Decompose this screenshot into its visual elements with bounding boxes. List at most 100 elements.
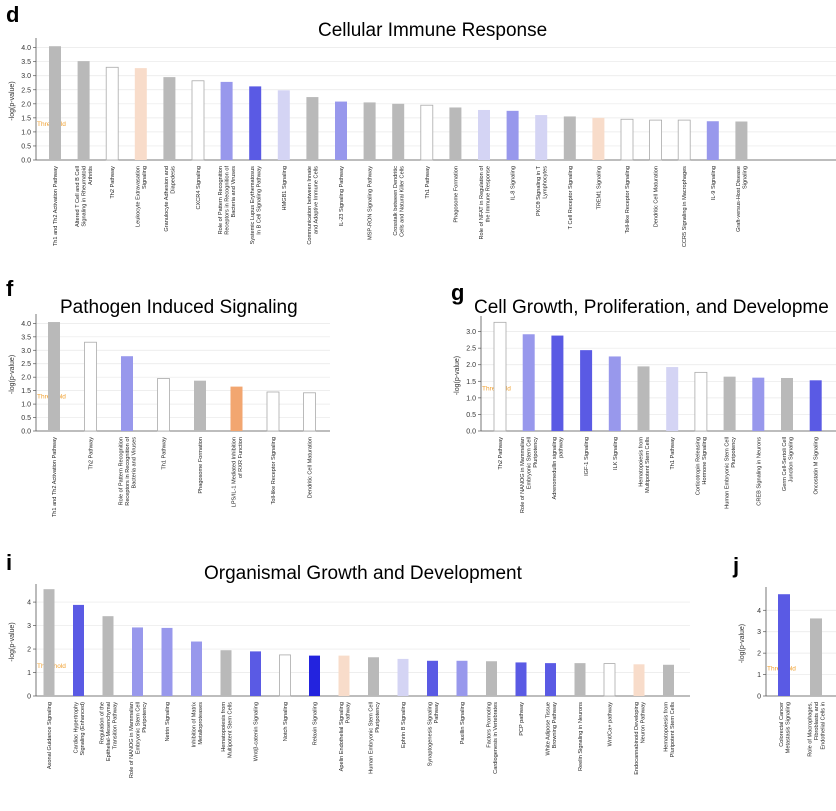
x-tick-label: Regulation of the Epithelial-Mesenchymal T…	[100, 702, 119, 761]
x-tick-label: Adrenomedullin signaling pathway	[552, 437, 565, 500]
bar	[427, 660, 438, 696]
x-tick-label: Human Embryonic Stem Cell Pluripotency	[724, 437, 737, 509]
x-tick-label: Role of NANOG in Mammalian Embryonic Stem…	[520, 437, 539, 513]
svg-text:Cardiogenesis in Vertebrates: Cardiogenesis in Vertebrates	[493, 702, 499, 774]
svg-text:Signaling: Signaling	[743, 166, 749, 189]
svg-text:Browning Pathway: Browning Pathway	[552, 702, 558, 749]
bar	[478, 109, 490, 160]
bar	[535, 115, 548, 160]
x-tick-label: Graft-versus-Host Disease Signaling	[736, 166, 749, 232]
bar	[220, 650, 232, 696]
svg-text:Multipotent Stem Cells: Multipotent Stem Cells	[227, 702, 233, 758]
x-tick-label: Synaptogenesis Signaling Pathway	[427, 702, 440, 767]
svg-text:Ephrin B Signaling: Ephrin B Signaling	[401, 702, 407, 748]
svg-text:Junction Signaling: Junction Signaling	[788, 437, 794, 482]
chart-title-d: Cellular Immune Response	[318, 20, 548, 41]
y-tick-label: 3.0	[466, 329, 476, 336]
bar	[134, 68, 147, 160]
x-tick-label: Crosstalk between Dendritic Cells and Nat…	[393, 166, 406, 237]
svg-text:Wnt/Ca+ pathway: Wnt/Ca+ pathway	[608, 702, 614, 747]
svg-text:Th1 Pathway: Th1 Pathway	[162, 437, 168, 470]
bar	[121, 356, 133, 431]
y-tick-label: 0.5	[21, 143, 31, 150]
svg-text:Hematopoiesis from: Hematopoiesis from	[221, 702, 227, 752]
svg-text:Endothelial Cells in: Endothelial Cells in	[821, 702, 827, 750]
bar	[335, 101, 347, 160]
x-tick-label: Th1 Pathway	[162, 437, 168, 470]
svg-text:Bacteria and Viruses: Bacteria and Viruses	[231, 166, 237, 218]
panel-letter-g: g	[451, 280, 465, 305]
x-tick-label: Ephrin B Signaling	[401, 702, 407, 748]
svg-text:Lymphocytes: Lymphocytes	[542, 166, 548, 199]
svg-text:Corticotropin Releasing: Corticotropin Releasing	[696, 437, 702, 495]
y-tick-label: 0.5	[466, 412, 476, 419]
x-tick-label: Role of NFAT in Regulation of the Immune …	[479, 166, 492, 240]
svg-text:Pluripotency: Pluripotency	[375, 702, 381, 733]
x-tick-label: PCP pathway	[519, 702, 525, 736]
y-tick-label: 2	[757, 651, 761, 658]
bar	[810, 618, 822, 696]
bar	[420, 104, 434, 161]
svg-text:Systemic Lupus Erythematosus: Systemic Lupus Erythematosus	[250, 166, 256, 245]
x-tick-label: Inhibition of Matrix Metalloproteases	[191, 702, 204, 748]
bar	[277, 90, 290, 160]
bar	[580, 350, 593, 431]
svg-text:Th2 Pathway: Th2 Pathway	[498, 437, 504, 470]
svg-text:Leukocyte Extravasation: Leukocyte Extravasation	[136, 166, 142, 227]
bar	[392, 103, 405, 160]
svg-text:PCP pathway: PCP pathway	[519, 702, 525, 736]
bar	[194, 380, 206, 431]
svg-text:IL-9 Signaling: IL-9 Signaling	[711, 166, 717, 200]
svg-text:Pluripotency: Pluripotency	[731, 437, 737, 468]
x-tick-label: Netrin Signaling	[165, 702, 171, 742]
svg-text:pathway: pathway	[559, 437, 565, 458]
x-tick-label: Wnt/β-catenin Signaling	[254, 702, 260, 761]
svg-text:Neuron Pathway: Neuron Pathway	[640, 702, 646, 744]
svg-text:Apelin Endothelial Signaling: Apelin Endothelial Signaling	[339, 702, 345, 771]
svg-text:Axonal Guidance Signaling: Axonal Guidance Signaling	[47, 702, 53, 769]
bar	[608, 356, 621, 431]
svg-text:In B Cell Signaling Pathway: In B Cell Signaling Pathway	[256, 166, 262, 235]
x-tick-label: CCR5 Signaling in Macrophages	[682, 166, 688, 247]
svg-text:Pluripotency: Pluripotency	[142, 702, 148, 733]
bar	[397, 658, 409, 696]
x-tick-label: White Adipose Tissue Browning Pathway	[545, 702, 558, 756]
svg-text:Arthritis: Arthritis	[88, 166, 94, 185]
chart-title-g: Cell Growth, Proliferation, and Developm…	[474, 297, 829, 318]
svg-text:Dendritic Cell Maturation: Dendritic Cell Maturation	[308, 437, 314, 498]
panel-letter-i: i	[6, 550, 13, 575]
bar	[77, 61, 90, 160]
x-tick-label: Apelin Endothelial Signaling Pathway	[339, 702, 352, 772]
svg-text:Diapedesis: Diapedesis	[171, 166, 177, 194]
svg-text:Communication between Innate: Communication between Innate	[307, 166, 313, 245]
x-tick-label: Th1 and Th2 Activation Pathway	[53, 166, 59, 246]
x-tick-label: Phagosome Formation	[453, 166, 459, 223]
svg-text:Phagosome Formation: Phagosome Formation	[198, 437, 204, 494]
svg-text:Endocannabinoid Developing: Endocannabinoid Developing	[634, 702, 640, 775]
x-tick-label: Human Embryonic Stem Cell Pluripotency	[368, 702, 381, 774]
y-tick-label: 2.0	[21, 101, 31, 108]
y-tick-label: 2	[27, 647, 31, 654]
y-tick-label: 3	[757, 629, 761, 636]
y-tick-label: 0.0	[21, 429, 31, 436]
x-tick-label: ILK Signaling	[613, 437, 619, 470]
y-tick-label: 0.0	[21, 158, 31, 165]
svg-text:Pluripotency: Pluripotency	[533, 437, 539, 468]
x-tick-label: Endocannabinoid Developing Neuron Pathway	[634, 702, 647, 775]
svg-text:Role of NANOG in Mammalian: Role of NANOG in Mammalian	[520, 437, 526, 513]
svg-text:Hormone Signaling: Hormone Signaling	[702, 437, 708, 485]
bar	[43, 589, 55, 696]
bar	[84, 341, 97, 432]
bar	[663, 664, 674, 696]
bar	[637, 366, 650, 431]
svg-text:Metastasis Signaling: Metastasis Signaling	[785, 702, 791, 753]
svg-text:Hematopoiesis from: Hematopoiesis from	[663, 702, 669, 752]
bar	[456, 660, 468, 696]
y-tick-label: 1.5	[21, 388, 31, 395]
y-tick-label: 2.0	[21, 375, 31, 382]
x-tick-label: Leukocyte Extravasation Signaling	[136, 166, 149, 227]
svg-text:Toll-like Receptor Signaling: Toll-like Receptor Signaling	[271, 437, 277, 504]
x-tick-label: Role of Macrophages, Fibroblasts and Endot…	[808, 702, 827, 757]
x-tick-label: Hematopoiesis from Multipotent Stem Cells	[638, 437, 651, 493]
svg-text:Dendritic Cell Maturation: Dendritic Cell Maturation	[654, 166, 660, 227]
